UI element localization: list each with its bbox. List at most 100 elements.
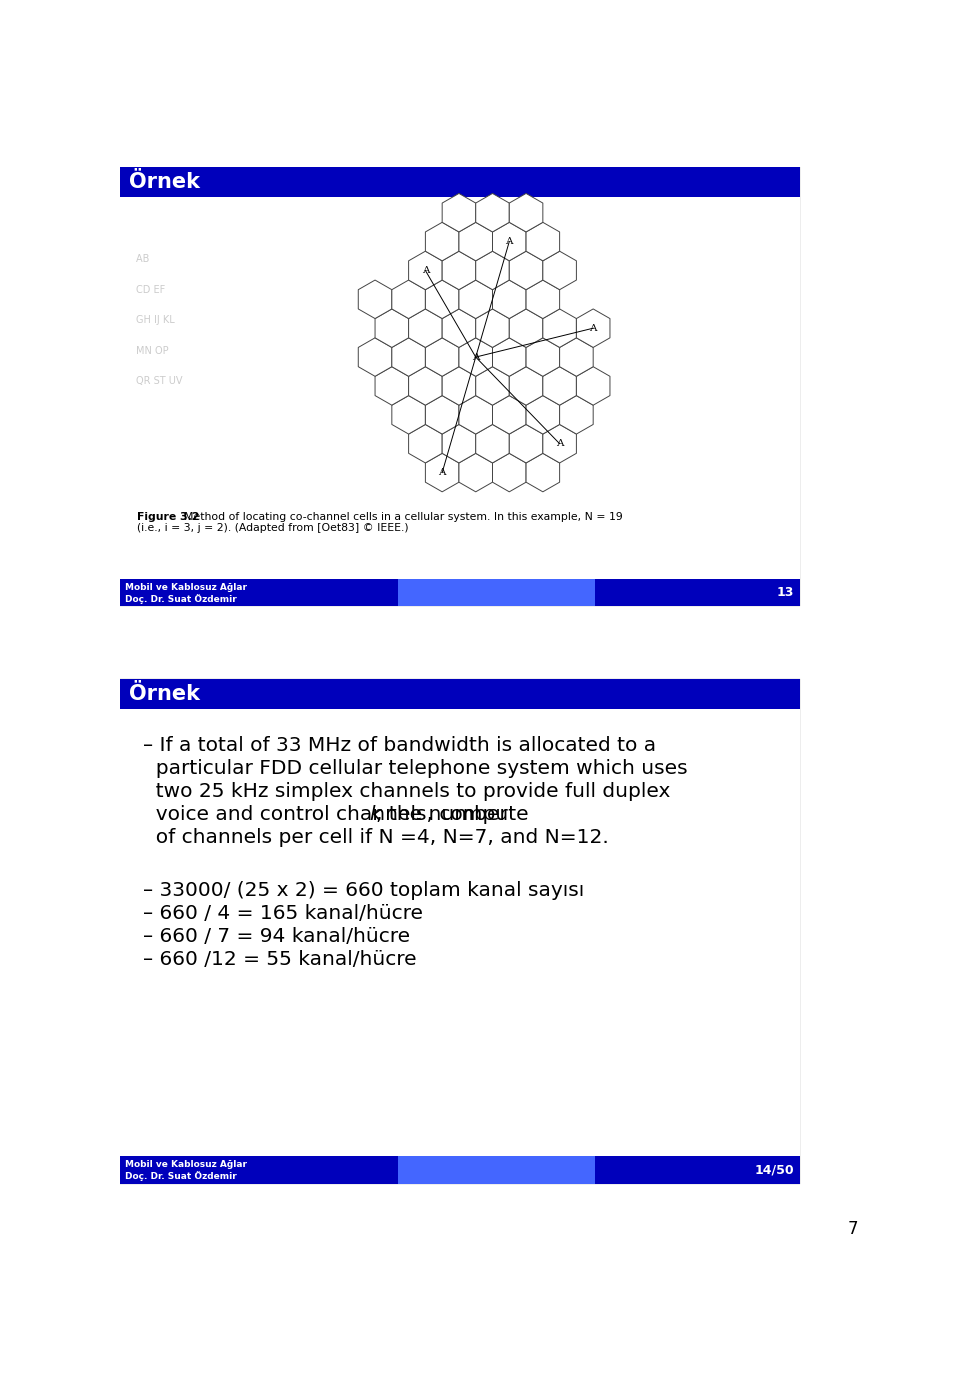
FancyBboxPatch shape: [120, 167, 864, 1242]
Text: Doç. Dr. Suat Özdemir: Doç. Dr. Suat Özdemir: [126, 593, 237, 604]
Text: Mobil ve Kablosuz Ağlar: Mobil ve Kablosuz Ağlar: [126, 1161, 248, 1169]
Polygon shape: [510, 194, 542, 232]
FancyBboxPatch shape: [120, 1156, 398, 1184]
Text: GH IJ KL: GH IJ KL: [135, 315, 175, 325]
Text: Doç. Dr. Suat Özdemir: Doç. Dr. Suat Özdemir: [126, 1170, 237, 1182]
Polygon shape: [492, 453, 526, 492]
Polygon shape: [443, 367, 476, 405]
Text: – If a total of 33 MHz of bandwidth is allocated to a: – If a total of 33 MHz of bandwidth is a…: [143, 735, 657, 755]
Polygon shape: [425, 453, 459, 492]
Text: (i.e., i = 3, j = 2). (Adapted from [Oet83] © IEEE.): (i.e., i = 3, j = 2). (Adapted from [Oet…: [137, 523, 409, 533]
Text: A: A: [439, 469, 445, 477]
Polygon shape: [476, 424, 510, 463]
Polygon shape: [526, 222, 560, 261]
Polygon shape: [476, 367, 510, 405]
Polygon shape: [459, 338, 492, 377]
Text: of channels per cell if N =4, N=7, and N=12.: of channels per cell if N =4, N=7, and N…: [143, 829, 609, 847]
Text: A: A: [556, 439, 564, 448]
FancyBboxPatch shape: [595, 1156, 801, 1184]
Text: QR ST UV: QR ST UV: [135, 377, 182, 386]
Polygon shape: [542, 367, 576, 405]
Polygon shape: [576, 308, 610, 347]
Text: Örnek: Örnek: [130, 172, 201, 193]
FancyBboxPatch shape: [595, 579, 801, 607]
Polygon shape: [542, 251, 576, 290]
Text: Figure 3.2: Figure 3.2: [137, 512, 200, 522]
Text: – 660 / 4 = 165 kanal/hücre: – 660 / 4 = 165 kanal/hücre: [143, 904, 423, 923]
Polygon shape: [492, 222, 526, 261]
Polygon shape: [476, 251, 510, 290]
Polygon shape: [476, 308, 510, 347]
Polygon shape: [409, 367, 443, 405]
Polygon shape: [510, 367, 542, 405]
Polygon shape: [476, 194, 510, 232]
Polygon shape: [510, 308, 542, 347]
Polygon shape: [526, 453, 560, 492]
Text: Mobil ve Kablosuz Ağlar: Mobil ve Kablosuz Ağlar: [126, 583, 248, 591]
Polygon shape: [526, 338, 560, 377]
Polygon shape: [542, 424, 576, 463]
Text: MN OP: MN OP: [135, 346, 168, 356]
Polygon shape: [459, 280, 492, 318]
Polygon shape: [358, 338, 392, 377]
FancyBboxPatch shape: [120, 197, 801, 579]
Polygon shape: [425, 222, 459, 261]
Text: two 25 kHz simplex channels to provide full duplex: two 25 kHz simplex channels to provide f…: [143, 781, 671, 801]
FancyBboxPatch shape: [398, 1156, 595, 1184]
Text: k: k: [370, 805, 381, 824]
Polygon shape: [392, 338, 425, 377]
Polygon shape: [443, 424, 476, 463]
FancyBboxPatch shape: [120, 579, 398, 607]
Polygon shape: [425, 396, 459, 434]
Polygon shape: [526, 280, 560, 318]
Polygon shape: [492, 280, 526, 318]
FancyBboxPatch shape: [398, 579, 595, 607]
Text: – 660 / 7 = 94 kanal/hücre: – 660 / 7 = 94 kanal/hücre: [143, 928, 410, 946]
Polygon shape: [358, 280, 392, 318]
Polygon shape: [492, 396, 526, 434]
Polygon shape: [560, 396, 593, 434]
Text: voice and control channels, compute: voice and control channels, compute: [143, 805, 536, 824]
Text: CD EF: CD EF: [135, 285, 165, 294]
Text: , the number: , the number: [375, 805, 507, 824]
Text: – 660 /12 = 55 kanal/hücre: – 660 /12 = 55 kanal/hücre: [143, 950, 417, 970]
Polygon shape: [392, 280, 425, 318]
Polygon shape: [459, 396, 492, 434]
Text: particular FDD cellular telephone system which uses: particular FDD cellular telephone system…: [143, 759, 688, 778]
Polygon shape: [443, 251, 476, 290]
Polygon shape: [526, 396, 560, 434]
Text: Örnek: Örnek: [130, 684, 201, 704]
FancyBboxPatch shape: [120, 167, 801, 197]
Polygon shape: [459, 453, 492, 492]
FancyBboxPatch shape: [120, 167, 801, 607]
Text: AB: AB: [135, 254, 152, 264]
Polygon shape: [560, 338, 593, 377]
Text: A: A: [589, 324, 597, 332]
FancyBboxPatch shape: [120, 679, 801, 709]
Polygon shape: [375, 308, 409, 347]
Polygon shape: [542, 308, 576, 347]
Text: A: A: [421, 266, 429, 275]
Text: 14/50: 14/50: [755, 1163, 794, 1176]
Polygon shape: [375, 367, 409, 405]
Polygon shape: [492, 338, 526, 377]
Polygon shape: [510, 424, 542, 463]
Text: A: A: [472, 353, 479, 361]
Polygon shape: [409, 424, 443, 463]
Polygon shape: [510, 251, 542, 290]
FancyBboxPatch shape: [120, 679, 801, 1184]
Polygon shape: [443, 194, 476, 232]
Text: 13: 13: [777, 586, 794, 598]
Text: A: A: [506, 237, 513, 246]
Polygon shape: [409, 251, 443, 290]
Polygon shape: [459, 222, 492, 261]
Text: 7: 7: [848, 1219, 858, 1237]
Text: Method of locating co-channel cells in a cellular system. In this example, N = 1: Method of locating co-channel cells in a…: [178, 512, 623, 522]
Polygon shape: [425, 338, 459, 377]
Text: – 33000/ (25 x 2) = 660 toplam kanal sayısı: – 33000/ (25 x 2) = 660 toplam kanal say…: [143, 882, 585, 900]
Polygon shape: [443, 308, 476, 347]
Polygon shape: [576, 367, 610, 405]
Polygon shape: [425, 280, 459, 318]
Polygon shape: [392, 396, 425, 434]
Polygon shape: [409, 308, 443, 347]
